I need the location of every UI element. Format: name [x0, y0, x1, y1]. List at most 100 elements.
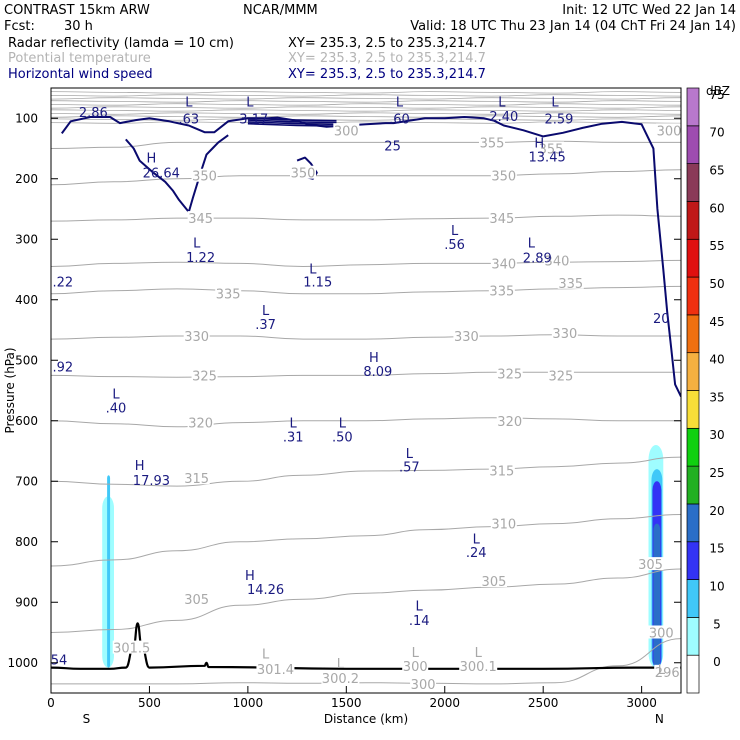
wind-label-6: 25	[384, 139, 401, 154]
extremum-mark-23: L	[412, 646, 420, 661]
extremum-mark-17: L	[339, 417, 347, 432]
theta-label-bg-16	[496, 366, 523, 380]
upper-theta-line-6	[51, 109, 681, 112]
colorbar-label-70: 70	[709, 126, 724, 140]
theta-label-29: 300	[657, 124, 682, 139]
y-tick-label-200: 200	[15, 172, 38, 186]
jet-core-line-2	[247, 121, 337, 126]
extremum-mark-13: L	[309, 262, 317, 277]
colorbar-swatch-70	[686, 125, 700, 164]
theta-label-bg-12	[183, 329, 210, 343]
terrain-layer	[51, 622, 681, 670]
wind-label-2: 3.17	[239, 112, 268, 127]
org-label: NCAR/MMM	[243, 3, 318, 18]
theta-label-17: 325	[548, 369, 573, 384]
x-tick-label-2500: 2500	[528, 696, 559, 710]
theta-label-6: 345	[489, 212, 514, 227]
extremum-mark-14: L	[262, 304, 270, 319]
colorbar-swatch-40	[686, 352, 700, 391]
theta-label-bg-31	[256, 661, 295, 675]
theta-label-bg-25	[637, 557, 664, 571]
theta-label-bg-34	[459, 658, 498, 672]
extremum-mark-2: H	[369, 351, 379, 366]
colorbar-label-10: 10	[709, 579, 724, 593]
wind-label-9: 1.22	[186, 251, 215, 266]
theta-label-bg-30	[112, 640, 151, 654]
theta-contour-335	[51, 285, 681, 295]
colorbar-unit: dBZ	[706, 84, 730, 98]
y-tick-label-600: 600	[15, 414, 38, 428]
extremum-mark-22: L	[337, 657, 345, 672]
field-1-xy: XY= 235.3, 2.5 to 235.3,214.7	[288, 36, 486, 51]
upper-theta-line-0	[51, 91, 681, 94]
jet-core-line-1	[247, 119, 337, 124]
wind-label-14: .37	[255, 318, 276, 333]
theta-label-bg-13	[453, 329, 480, 343]
jet-core-line-0	[247, 117, 337, 122]
wind-label-13: 1.15	[303, 276, 332, 291]
x-tick-label-1000: 1000	[233, 696, 264, 710]
extremum-mark-3: H	[135, 459, 145, 474]
theta-label-bg-22	[490, 516, 517, 530]
axes: Distance (km) Pressure (hPa) S N 1002003…	[3, 111, 681, 726]
theta-contour-305	[51, 568, 681, 633]
extremum-mark-20: L	[416, 599, 424, 614]
field-2-xy: XY= 235.3, 2.5 to 235.3,214.7	[288, 51, 486, 66]
theta-contour-330	[51, 334, 681, 340]
theta-label-bg-23	[183, 592, 210, 606]
theta-label-33: 300	[403, 660, 428, 675]
y-tick-label-1000: 1000	[7, 656, 38, 670]
upper-theta-band	[51, 91, 681, 124]
y-tick-label-400: 400	[15, 293, 38, 307]
wind-label-25: .14	[409, 614, 430, 629]
field-3-name: Horizontal wind speed	[8, 67, 153, 82]
colorbar-swatch-0	[686, 654, 700, 694]
upper-theta-line-1	[51, 94, 681, 97]
theta-label-bg-29	[656, 123, 682, 137]
colorbar-swatch-20	[686, 503, 700, 543]
wind-label-11: 2.89	[523, 251, 552, 266]
theta-label-22: 310	[491, 518, 516, 533]
theta-contours	[51, 140, 681, 685]
contour-labels: 355 355 350 350 350 345 345 340 340 335 335 335 330 3…	[51, 95, 682, 693]
wind-label-10: .56	[444, 238, 465, 253]
wind-label-0: 2.86	[79, 106, 108, 121]
extremum-mark-4: H	[245, 569, 255, 584]
theta-label-bg-24	[480, 574, 507, 588]
theta-label-11: 335	[558, 277, 583, 292]
colorbar-label-50: 50	[709, 277, 724, 291]
theta-label-bg-33	[402, 658, 429, 672]
extremum-mark-5: L	[185, 95, 193, 110]
theta-label-bg-26	[333, 123, 360, 137]
upper-theta-line-8	[51, 115, 681, 118]
colorbar-label-40: 40	[709, 353, 724, 367]
theta-label-27: 300	[411, 678, 436, 693]
theta-label-3: 350	[291, 167, 316, 182]
wind-label-16: .92	[52, 360, 73, 375]
colorbar-label-0: 0	[713, 655, 721, 669]
colorbar-swatch-25	[686, 465, 700, 505]
colorbar-label-15: 15	[709, 542, 724, 556]
extremum-mark-9: L	[551, 95, 559, 110]
wind-label-15: 20	[653, 312, 670, 327]
theta-label-4: 350	[491, 170, 516, 185]
field-1-name: Radar reflectivity (lamda = 10 cm)	[8, 36, 234, 51]
colorbar-swatch-55	[686, 238, 700, 278]
theta-label-bg-17	[547, 368, 574, 382]
theta-label-bg-11	[557, 275, 584, 289]
extremum-mark-8: L	[498, 95, 506, 110]
colorbar-label-45: 45	[709, 315, 724, 329]
extremum-mark-1: H	[534, 136, 544, 151]
theta-contour-345	[51, 214, 681, 222]
y-tick-label-300: 300	[15, 232, 38, 246]
colorbar-swatch-5	[686, 617, 700, 656]
theta-label-bg-15	[191, 368, 218, 382]
theta-label-15: 325	[192, 369, 217, 384]
colorbar-label-5: 5	[713, 617, 721, 631]
colorbar-label-30: 30	[709, 428, 724, 442]
plot-frame	[50, 87, 682, 694]
colorbar-swatch-75	[686, 87, 700, 127]
theta-label-bg-2	[191, 168, 218, 182]
theta-label-19: 320	[497, 415, 522, 430]
